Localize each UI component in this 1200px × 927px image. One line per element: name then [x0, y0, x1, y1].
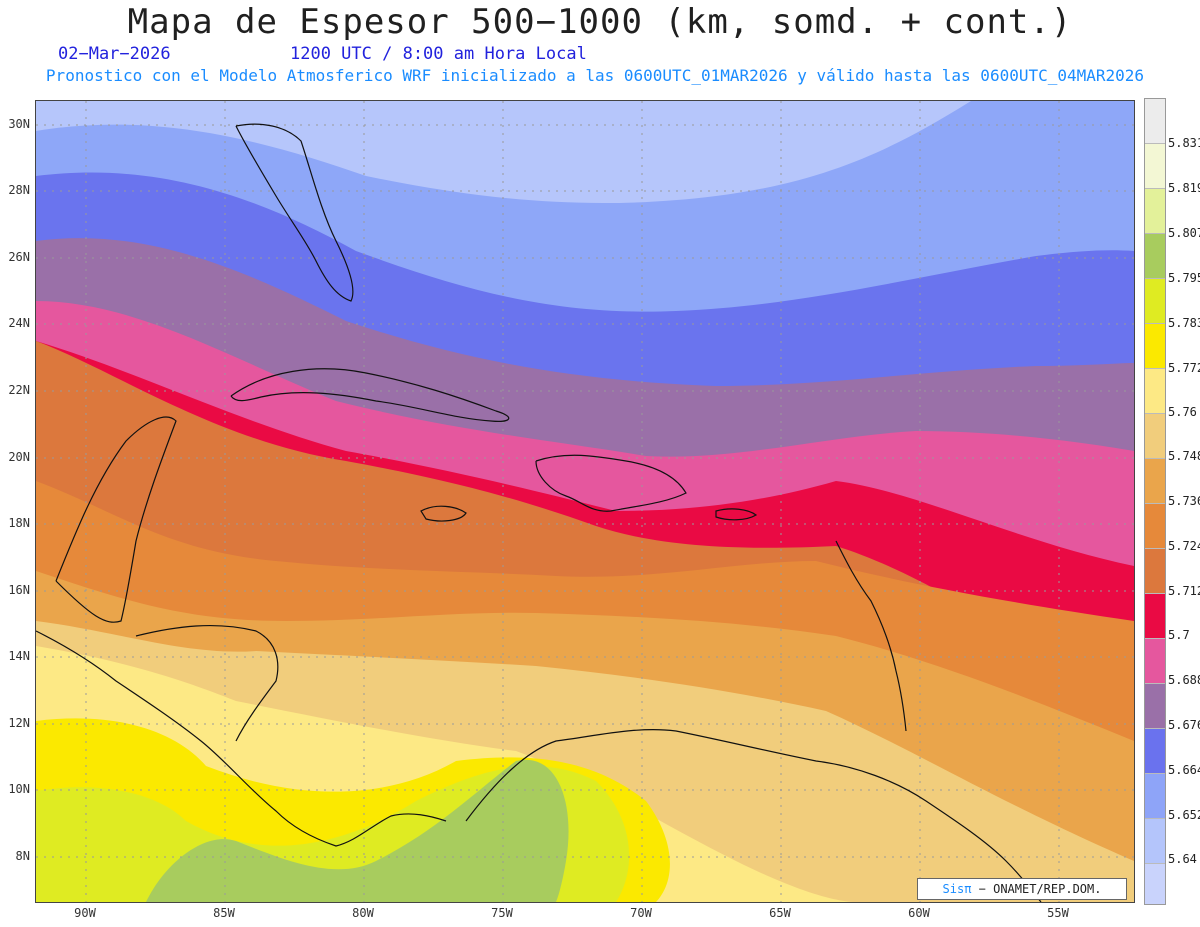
color-bar-segment	[1145, 549, 1165, 594]
color-bar-segment	[1145, 324, 1165, 369]
color-bar-segment	[1145, 99, 1165, 144]
credit-badge: Sisπ − ONAMET/REP.DOM.	[917, 878, 1127, 900]
color-bar-segment	[1145, 684, 1165, 729]
color-bar-segment	[1145, 639, 1165, 684]
honduras-coast	[135, 624, 279, 742]
graticule	[36, 101, 1134, 902]
lon-label: 55W	[1047, 906, 1069, 920]
lon-label: 60W	[908, 906, 930, 920]
map-title: Mapa de Espesor 500−1000 (km, somd. + co…	[127, 2, 1073, 42]
lon-label: 70W	[630, 906, 652, 920]
coastlines	[36, 123, 1042, 902]
color-bar-label: 5.819	[1168, 181, 1200, 195]
lon-label: 90W	[74, 906, 96, 920]
valid-time: 1200 UTC / 8:00 am Hora Local	[290, 44, 587, 64]
south-america-coast	[465, 729, 1042, 902]
color-bar-label: 5.807	[1168, 226, 1200, 240]
band-green	[146, 759, 569, 902]
lat-label: 14N	[8, 649, 30, 663]
sispi-logo: Sisπ	[942, 882, 972, 896]
color-bar-label: 5.76	[1168, 405, 1197, 419]
thickness-map	[35, 100, 1135, 903]
color-bar-segment	[1145, 279, 1165, 324]
lat-label: 12N	[8, 716, 30, 730]
valid-date: 02−Mar−2026	[58, 44, 171, 64]
color-bar-label: 5.7	[1168, 628, 1190, 642]
jamaica-coast	[420, 505, 467, 522]
lon-label: 85W	[213, 906, 235, 920]
central-america-coast	[36, 630, 447, 847]
lon-label: 65W	[769, 906, 791, 920]
color-bar-segment	[1145, 369, 1165, 414]
lat-label: 10N	[8, 782, 30, 796]
color-bar-label: 5.783	[1168, 316, 1200, 330]
color-bar-segment	[1145, 414, 1165, 459]
color-bar-segment	[1145, 774, 1165, 819]
color-bar-label: 5.688	[1168, 673, 1200, 687]
color-bar-label: 5.64	[1168, 852, 1197, 866]
lesser-antilles	[835, 540, 907, 732]
lat-label: 26N	[8, 250, 30, 264]
color-bar-label: 5.831	[1168, 136, 1200, 150]
color-bar-label: 5.772	[1168, 361, 1200, 375]
lon-label: 80W	[352, 906, 374, 920]
color-bar-segment	[1145, 189, 1165, 234]
florida-coast	[235, 123, 354, 302]
lat-label: 16N	[8, 583, 30, 597]
lat-label: 8N	[15, 849, 30, 863]
color-bar-segment	[1145, 864, 1165, 904]
credit-org: − ONAMET/REP.DOM.	[978, 882, 1102, 896]
color-bar-segment	[1145, 819, 1165, 864]
cuba-coast	[230, 368, 510, 422]
color-bar-label: 5.724	[1168, 539, 1200, 553]
hispaniola-coast	[535, 454, 687, 512]
thickness-map-svg	[36, 101, 1134, 902]
forecast-info: Pronostico con el Modelo Atmosferico WRF…	[45, 66, 1145, 85]
lat-label: 18N	[8, 516, 30, 530]
color-bar-label: 5.795	[1168, 271, 1200, 285]
lon-label: 75W	[491, 906, 513, 920]
color-bar-segment	[1145, 234, 1165, 279]
lat-label: 30N	[8, 117, 30, 131]
color-bar-segment	[1145, 459, 1165, 504]
color-bar-label: 5.676	[1168, 718, 1200, 732]
color-bar	[1144, 98, 1166, 905]
lat-label: 28N	[8, 183, 30, 197]
color-bar-segment	[1145, 729, 1165, 774]
color-bar-label: 5.664	[1168, 763, 1200, 777]
yucatan-coast	[55, 416, 177, 623]
puerto-rico-coast	[715, 508, 758, 521]
color-bar-label: 5.712	[1168, 584, 1200, 598]
color-bar-segment	[1145, 594, 1165, 639]
color-bar-label: 5.748	[1168, 449, 1200, 463]
lat-label: 22N	[8, 383, 30, 397]
color-bar-label: 5.736	[1168, 494, 1200, 508]
color-bar-segment	[1145, 144, 1165, 189]
color-bar-label: 5.652	[1168, 808, 1200, 822]
lat-label: 24N	[8, 316, 30, 330]
color-bar-segment	[1145, 504, 1165, 549]
lat-label: 20N	[8, 450, 30, 464]
